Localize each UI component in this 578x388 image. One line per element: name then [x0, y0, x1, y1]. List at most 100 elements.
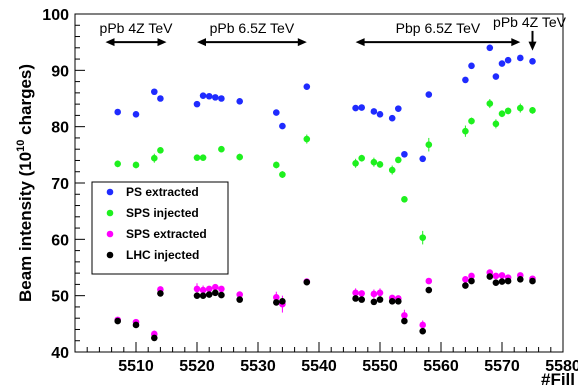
- series-sps-injected: [114, 99, 536, 245]
- legend-label: SPS injected: [126, 206, 199, 220]
- data-point: [157, 147, 164, 154]
- data-point: [279, 171, 286, 178]
- data-point: [462, 282, 469, 289]
- data-point: [425, 286, 433, 294]
- data-point: [218, 145, 225, 153]
- data-point: [395, 156, 402, 164]
- data-point: [462, 76, 469, 84]
- data-point: [193, 154, 201, 161]
- x-axis-title: #Fill: [541, 370, 575, 388]
- data-point: [273, 299, 280, 306]
- data-point: [388, 114, 396, 122]
- x-tick-label: 5530: [240, 358, 276, 375]
- data-point: [212, 289, 219, 297]
- x-tick-label: 5560: [423, 358, 459, 375]
- series-layer: [114, 44, 536, 342]
- data-point: [401, 312, 408, 319]
- data-point: [303, 135, 311, 143]
- data-point: [492, 120, 500, 128]
- annotation-label: pPb 6.5Z TeV: [210, 20, 295, 36]
- x-tick-label: 5570: [484, 358, 520, 375]
- annotation-label: pPb 4Z TeV: [100, 20, 174, 36]
- data-point: [205, 92, 213, 100]
- annotation-label: pPb 4Z TeV: [493, 14, 567, 30]
- data-point: [419, 155, 427, 163]
- data-point: [352, 289, 359, 297]
- data-point: [279, 122, 286, 130]
- annotation-arrow-head-right: [511, 38, 521, 47]
- y-tick-label: 50: [51, 289, 69, 306]
- data-point: [419, 321, 427, 329]
- legend-label: PS extracted: [126, 185, 199, 199]
- data-point: [236, 291, 243, 298]
- legend: PS extracted SPS injected SPS extracted LHC…: [91, 181, 229, 275]
- series-sps-extracted: [114, 269, 536, 338]
- annotation-arrow-head-left: [355, 38, 365, 47]
- data-point: [401, 196, 408, 203]
- data-point: [358, 296, 366, 303]
- data-point: [199, 92, 207, 99]
- data-point: [395, 298, 402, 305]
- data-point: [199, 292, 207, 299]
- data-point: [114, 108, 121, 116]
- x-tick-label: 5510: [118, 358, 154, 375]
- data-point: [529, 58, 536, 65]
- data-point: [425, 141, 433, 148]
- data-point: [517, 104, 524, 112]
- x-tick-label: 5540: [301, 358, 337, 375]
- legend-label: LHC injected: [126, 248, 199, 262]
- data-point: [199, 286, 207, 294]
- data-point: [370, 108, 378, 115]
- data-point: [498, 272, 506, 279]
- y-axis-title-sup: 10: [15, 140, 27, 152]
- annotation-arrow-head-left: [105, 38, 115, 47]
- data-point: [114, 317, 121, 325]
- data-point: [504, 56, 512, 64]
- data-point: [498, 110, 506, 118]
- data-point: [352, 295, 359, 302]
- data-point: [236, 296, 243, 303]
- data-point: [370, 298, 378, 306]
- y-tick-label: 40: [51, 345, 69, 362]
- y-tick-label: 70: [51, 176, 69, 193]
- x-tick-label: 5580: [545, 358, 578, 375]
- data-point: [492, 272, 500, 280]
- data-point: [303, 278, 311, 286]
- data-point: [370, 290, 378, 298]
- data-point: [486, 273, 494, 280]
- data-point: [358, 104, 366, 111]
- data-point: [529, 107, 536, 114]
- data-point: [492, 279, 500, 287]
- y-axis-title-tail: charges): [16, 64, 35, 140]
- y-tick-label: 60: [51, 232, 69, 249]
- data-point: [218, 95, 225, 102]
- data-point: [205, 291, 213, 298]
- data-point: [529, 277, 536, 285]
- data-point: [462, 127, 469, 135]
- data-point: [419, 327, 427, 335]
- data-point: [273, 294, 280, 301]
- axes: 40 50 60 70 80 90 100 5510 5520 5530 5540 5550 5560 5…: [42, 7, 578, 375]
- data-point: [388, 298, 396, 305]
- data-point: [157, 290, 164, 297]
- data-point: [236, 153, 243, 161]
- data-point: [199, 154, 207, 161]
- series-ps-extracted: [114, 44, 536, 163]
- y-axis-title-main: Beam intensity (10: [16, 152, 35, 302]
- data-point: [498, 278, 506, 285]
- data-point: [395, 105, 402, 112]
- data-point: [273, 161, 280, 169]
- data-point: [205, 285, 213, 293]
- data-point: [425, 277, 433, 285]
- data-point: [498, 60, 506, 67]
- data-point: [212, 283, 219, 291]
- data-point: [279, 298, 286, 305]
- data-point: [132, 161, 140, 169]
- annotations: pPb 4Z TeV pPb 6.5Z TeV Pbp 6.5Z TeV pPb 4Z…: [100, 14, 567, 51]
- legend-marker: [106, 230, 114, 238]
- data-point: [425, 91, 433, 98]
- legend-marker: [106, 209, 114, 217]
- data-point: [486, 100, 494, 107]
- data-point: [486, 44, 494, 52]
